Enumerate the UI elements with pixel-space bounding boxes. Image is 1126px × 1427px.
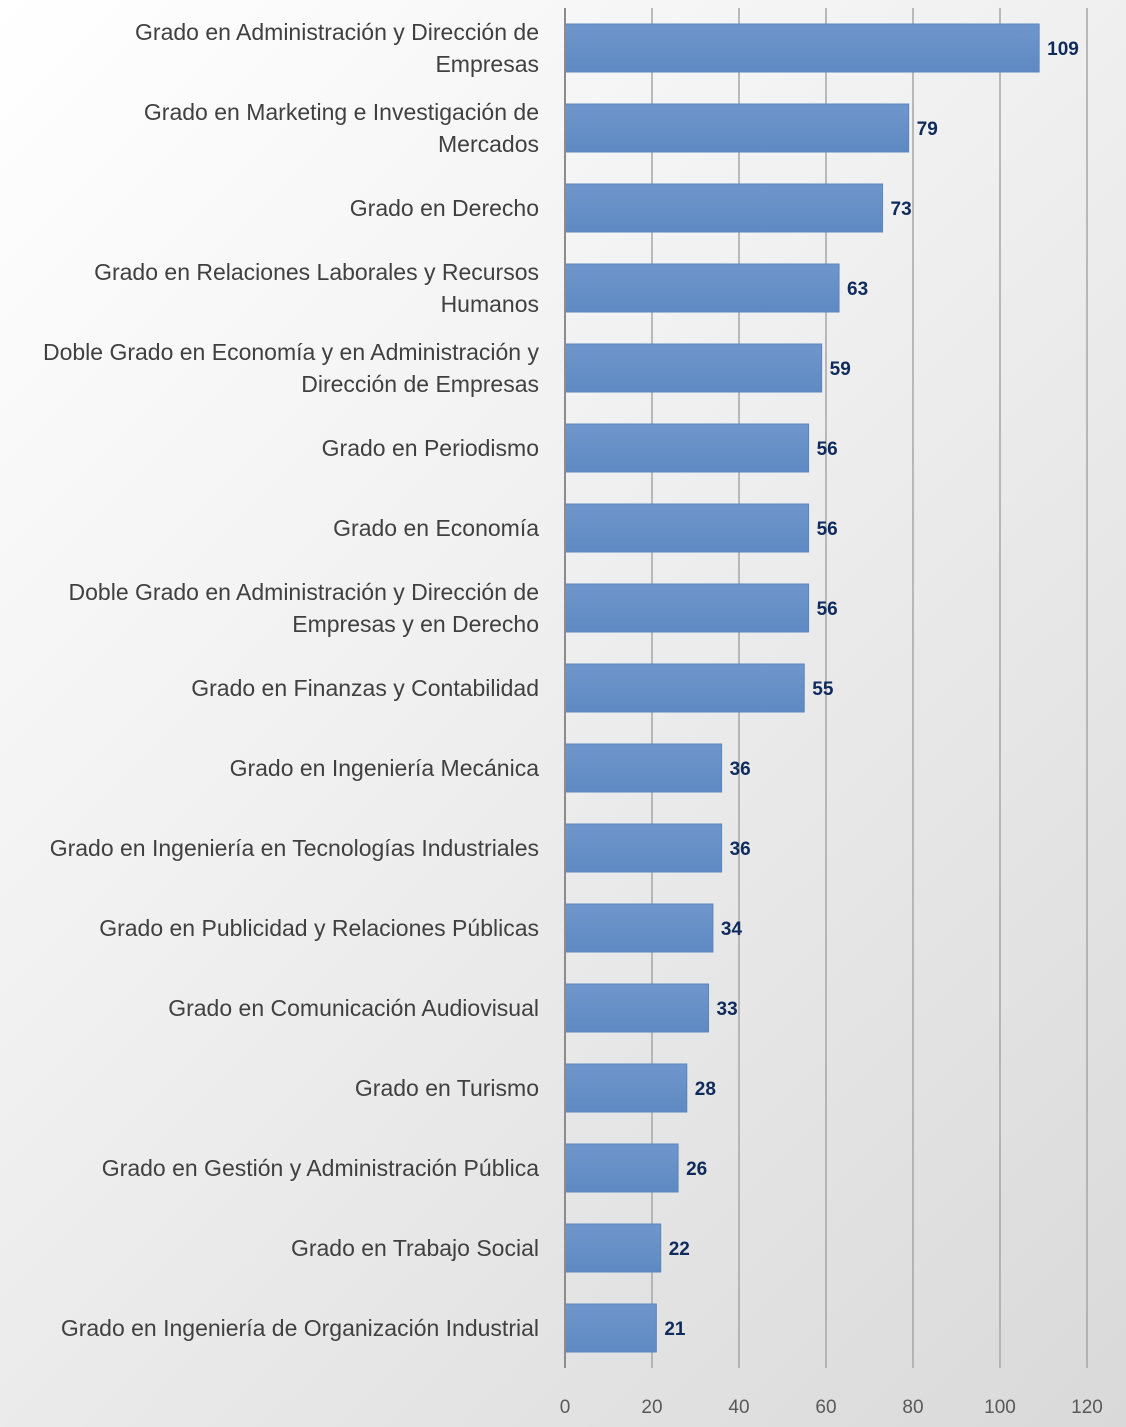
gridlines: [651, 8, 1088, 1368]
category-label: Grado en Comunicación Audiovisual: [168, 995, 539, 1021]
category-label: Grado en Relaciones Laborales y Recursos: [94, 259, 539, 285]
value-label: 36: [730, 839, 751, 860]
x-tick-label: 60: [815, 1397, 836, 1418]
bar: [564, 1143, 679, 1193]
value-label: 21: [664, 1319, 686, 1340]
bar: [564, 183, 884, 233]
category-label: Empresas y en Derecho: [292, 611, 539, 637]
x-axis-ticks: 0 20 40 60 80 100 120: [560, 1397, 1103, 1418]
bar: [564, 823, 723, 873]
category-label: Grado en Trabajo Social: [291, 1235, 539, 1261]
bar: [564, 743, 723, 793]
value-label: 55: [812, 679, 834, 700]
x-tick-label: 120: [1071, 1397, 1103, 1418]
category-label: Grado en Derecho: [350, 195, 539, 221]
category-label: Grado en Periodismo: [322, 435, 539, 461]
value-label: 63: [847, 279, 868, 300]
category-label: Grado en Publicidad y Relaciones Pública…: [99, 915, 539, 941]
bar: [564, 1303, 657, 1353]
value-label: 26: [686, 1159, 707, 1180]
value-label: 73: [891, 199, 912, 220]
x-tick-label: 40: [728, 1397, 749, 1418]
value-label: 59: [830, 359, 851, 380]
category-label: Grado en Gestión y Administración Públic…: [102, 1155, 539, 1181]
value-label: 22: [669, 1239, 690, 1260]
bar: [564, 423, 810, 473]
bar: [564, 343, 823, 393]
category-labels: Grado en Administración y Dirección de Em…: [43, 19, 540, 1341]
value-label: 56: [817, 599, 838, 620]
category-label: Grado en Marketing e Investigación de: [144, 99, 539, 125]
bar: [564, 663, 805, 713]
category-label: Empresas: [435, 51, 539, 77]
bar: [564, 903, 714, 953]
category-label: Humanos: [441, 291, 539, 317]
category-label: Grado en Ingeniería Mecánica: [230, 755, 540, 781]
bar: [564, 103, 910, 153]
bar: [564, 1223, 662, 1273]
category-label: Dirección de Empresas: [301, 371, 539, 397]
x-tick-label: 20: [641, 1397, 662, 1418]
bars: [564, 23, 1040, 1353]
value-label: 56: [817, 519, 838, 540]
category-label: Grado en Administración y Dirección de: [135, 19, 539, 45]
value-label: 109: [1047, 39, 1079, 60]
category-label: Grado en Turismo: [355, 1075, 539, 1101]
category-label: Grado en Ingeniería en Tecnologías Indus…: [50, 835, 539, 861]
value-label: 33: [717, 999, 738, 1020]
value-label: 79: [917, 119, 938, 140]
category-label: Mercados: [438, 131, 539, 157]
value-label: 36: [730, 759, 751, 780]
category-label: Grado en Economía: [333, 515, 539, 541]
value-labels: 109 79 73 63 59 56 56 56 55 36 36 34 33 28 26 22 21: [664, 39, 1079, 1340]
x-tick-label: 80: [902, 1397, 923, 1418]
x-tick-label: 100: [984, 1397, 1016, 1418]
x-tick-label: 0: [560, 1397, 571, 1418]
category-label: Doble Grado en Administración y Direcció…: [69, 579, 539, 605]
category-label: Grado en Ingeniería de Organización Indu…: [61, 1315, 539, 1341]
category-label: Grado en Finanzas y Contabilidad: [191, 675, 539, 701]
bar: [564, 23, 1040, 73]
value-label: 34: [721, 919, 743, 940]
value-label: 28: [695, 1079, 716, 1100]
bar: [564, 1063, 688, 1113]
value-label: 56: [817, 439, 838, 460]
bar: [564, 983, 710, 1033]
bar: [564, 263, 840, 313]
category-label: Doble Grado en Economía y en Administrac…: [43, 339, 540, 365]
bar: [564, 583, 810, 633]
bar: [564, 503, 810, 553]
